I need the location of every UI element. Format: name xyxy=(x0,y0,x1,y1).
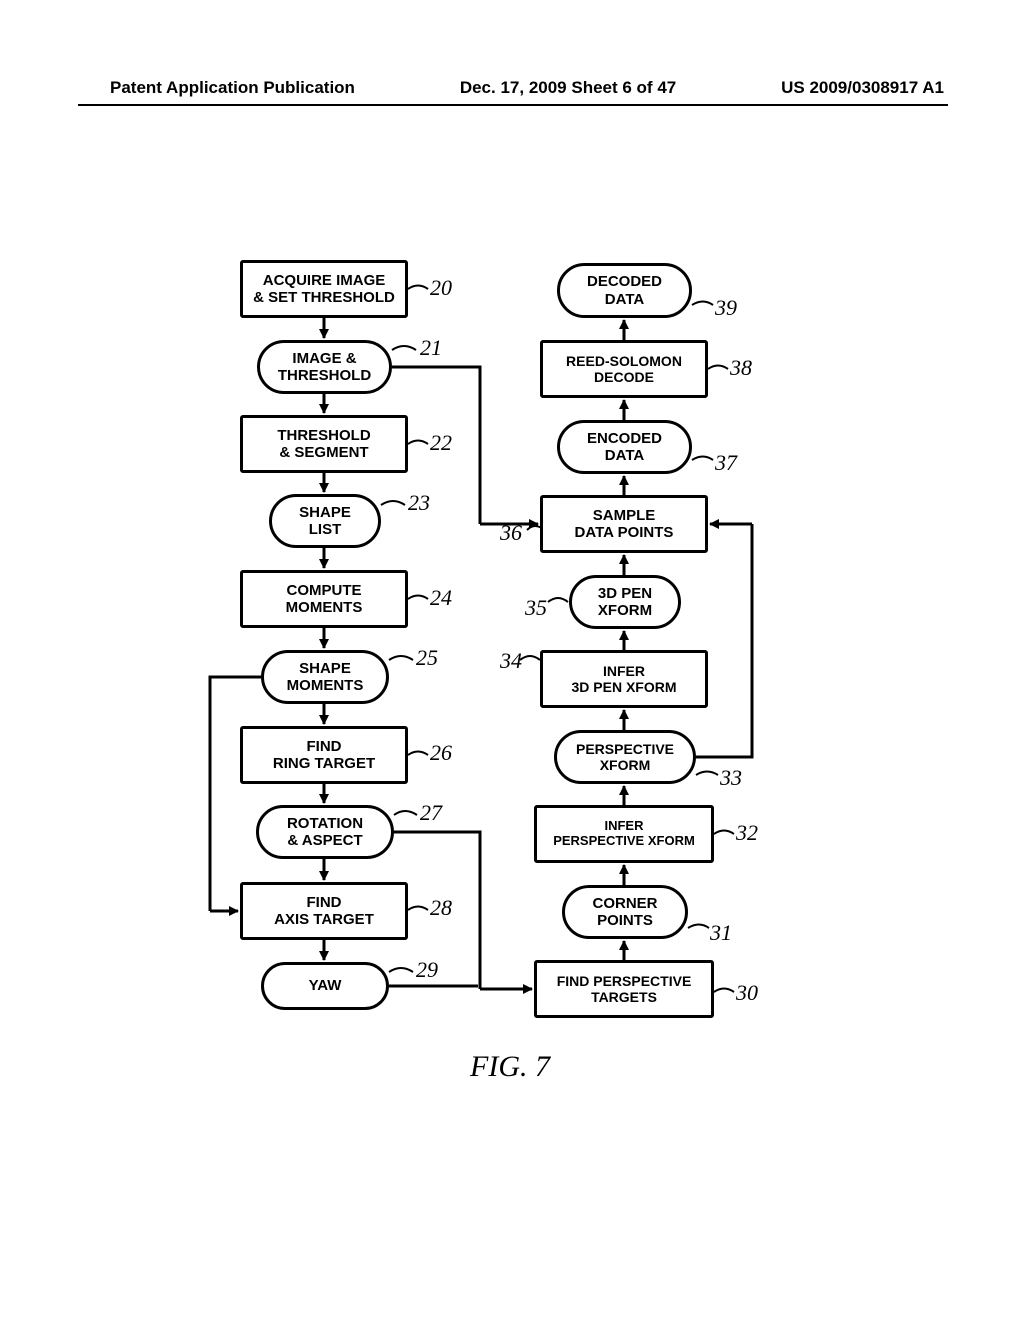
ref-n20: 20 xyxy=(430,275,452,301)
node-n23: SHAPELIST xyxy=(269,494,381,548)
ref-n29: 29 xyxy=(416,957,438,983)
node-n22: THRESHOLD& SEGMENT xyxy=(240,415,408,473)
node-n29: YAW xyxy=(261,962,389,1010)
node-n25: SHAPEMOMENTS xyxy=(261,650,389,704)
ref-n22: 22 xyxy=(430,430,452,456)
node-n30: FIND PERSPECTIVETARGETS xyxy=(534,960,714,1018)
ref-n34: 34 xyxy=(500,648,522,674)
node-n26: FINDRING TARGET xyxy=(240,726,408,784)
ref-n23: 23 xyxy=(408,490,430,516)
node-n37: ENCODEDDATA xyxy=(557,420,692,474)
node-n32: INFERPERSPECTIVE XFORM xyxy=(534,805,714,863)
ref-n35: 35 xyxy=(525,595,547,621)
ref-n32: 32 xyxy=(736,820,758,846)
node-n31: CORNERPOINTS xyxy=(562,885,688,939)
ref-n30: 30 xyxy=(736,980,758,1006)
node-n27: ROTATION& ASPECT xyxy=(256,805,394,859)
node-n21: IMAGE &THRESHOLD xyxy=(257,340,392,394)
node-n34: INFER3D PEN XFORM xyxy=(540,650,708,708)
figure-label: FIG. 7 xyxy=(470,1050,550,1084)
ref-n24: 24 xyxy=(430,585,452,611)
node-n39: DECODEDDATA xyxy=(557,263,692,318)
ref-n37: 37 xyxy=(715,450,737,476)
node-n36: SAMPLEDATA POINTS xyxy=(540,495,708,553)
ref-n25: 25 xyxy=(416,645,438,671)
ref-n39: 39 xyxy=(715,295,737,321)
node-n28: FINDAXIS TARGET xyxy=(240,882,408,940)
ref-n21: 21 xyxy=(420,335,442,361)
ref-n33: 33 xyxy=(720,765,742,791)
node-n24: COMPUTEMOMENTS xyxy=(240,570,408,628)
ref-n28: 28 xyxy=(430,895,452,921)
flowchart-diagram: ACQUIRE IMAGE& SET THRESHOLD 20 IMAGE &THR… xyxy=(0,0,1024,1320)
node-n38: REED-SOLOMONDECODE xyxy=(540,340,708,398)
node-n33: PERSPECTIVEXFORM xyxy=(554,730,696,784)
ref-n31: 31 xyxy=(710,920,732,946)
ref-n27: 27 xyxy=(420,800,442,826)
node-n20: ACQUIRE IMAGE& SET THRESHOLD xyxy=(240,260,408,318)
ref-n26: 26 xyxy=(430,740,452,766)
ref-n38: 38 xyxy=(730,355,752,381)
node-n35: 3D PENXFORM xyxy=(569,575,681,629)
ref-n36: 36 xyxy=(500,520,522,546)
